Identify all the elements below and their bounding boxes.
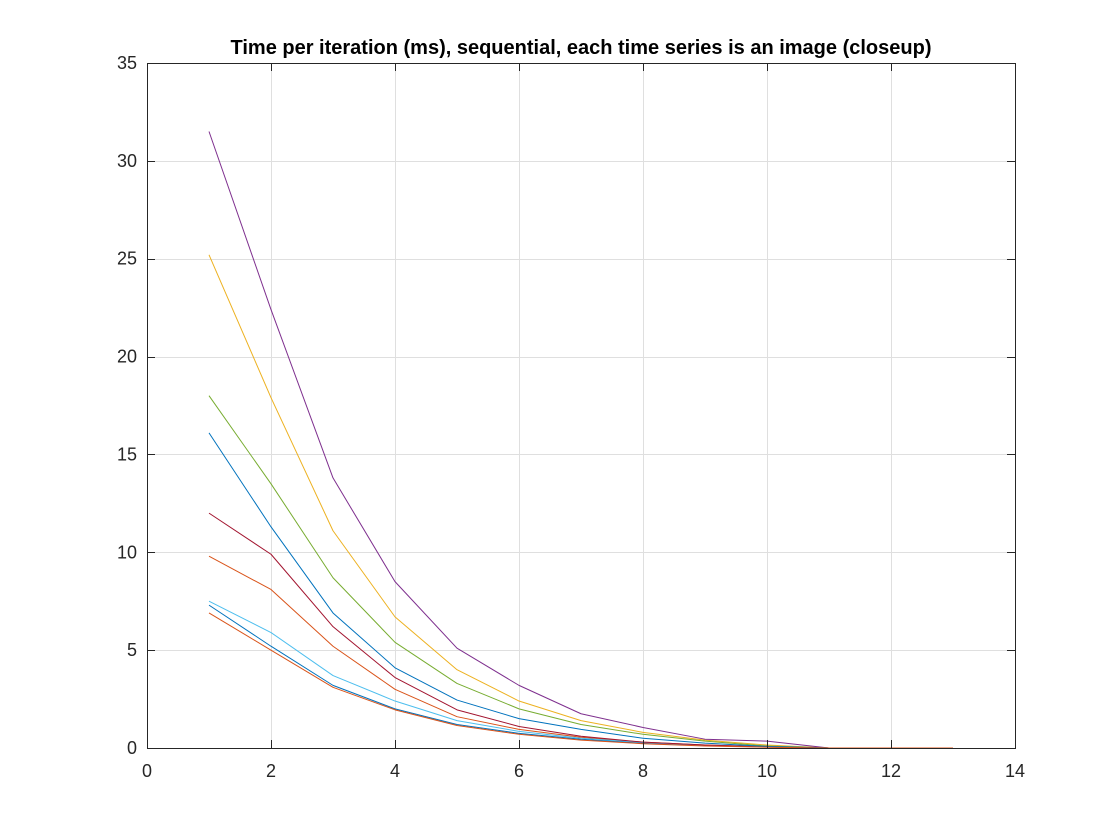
y-tick-label: 35 bbox=[117, 53, 137, 73]
y-tick-label: 0 bbox=[127, 738, 137, 758]
chart-title: Time per iteration (ms), sequential, eac… bbox=[231, 37, 932, 59]
y-tick-label: 10 bbox=[117, 542, 137, 562]
x-tick-label: 8 bbox=[638, 761, 648, 781]
x-tick-label: 14 bbox=[1005, 761, 1025, 781]
x-tick-label: 2 bbox=[266, 761, 276, 781]
y-tick-label: 30 bbox=[117, 151, 137, 171]
y-tick-label: 25 bbox=[117, 249, 137, 269]
x-tick-label: 10 bbox=[757, 761, 777, 781]
y-tick-label: 20 bbox=[117, 347, 137, 367]
y-tick-label: 15 bbox=[117, 444, 137, 464]
y-tick-label: 5 bbox=[127, 640, 137, 660]
x-tick-label: 0 bbox=[142, 761, 152, 781]
x-tick-label: 12 bbox=[881, 761, 901, 781]
x-tick-label: 6 bbox=[514, 761, 524, 781]
plot-area bbox=[147, 63, 1015, 748]
x-tick-label: 4 bbox=[390, 761, 400, 781]
